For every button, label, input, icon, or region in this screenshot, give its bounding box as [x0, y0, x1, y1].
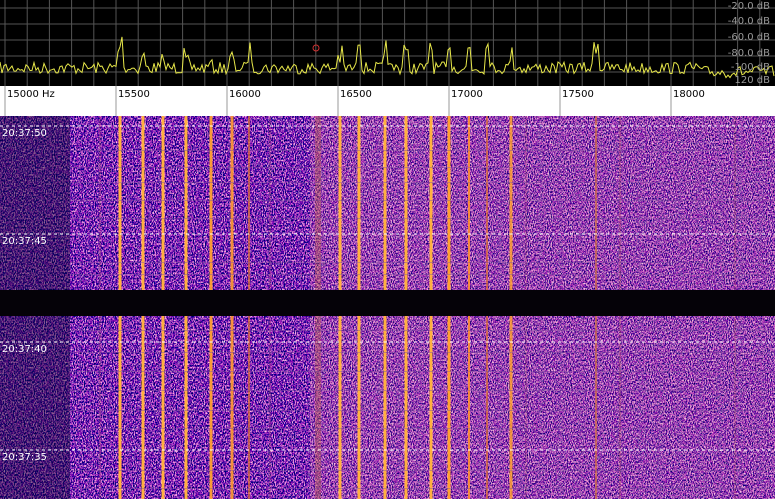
- harmonic-line: [70, 470, 775, 471]
- freq-label: 16000: [229, 89, 261, 100]
- harmonic-line: [70, 410, 775, 411]
- harmonic-line: [70, 352, 775, 353]
- labels: -20.0 dB -40.0 dB -60.0 dB -80.0 dB -100 dB 1…: [2, 1, 770, 463]
- spectrum-trace: [0, 36, 775, 79]
- harmonic-line: [70, 167, 775, 168]
- harmonic-line: [70, 274, 775, 275]
- db-label: -20.0 dB: [728, 1, 770, 12]
- freq-label: 16500: [340, 89, 372, 100]
- harmonic-line: [70, 218, 775, 219]
- time-label: 20:37:50: [2, 128, 47, 139]
- harmonic-line: [70, 390, 775, 391]
- freq-label: 15500: [118, 89, 150, 100]
- time-label: 20:37:35: [2, 452, 47, 463]
- harmonic-line: [70, 488, 775, 489]
- db-label: -100 dB: [731, 62, 770, 73]
- freq-label: 17000: [451, 89, 483, 100]
- freq-label: 15000 Hz: [7, 89, 55, 100]
- freq-label: 17500: [562, 89, 594, 100]
- frequency-scale: [0, 86, 775, 116]
- freq-label: 18000: [673, 89, 705, 100]
- harmonic-line: [70, 262, 775, 263]
- db-label: -80.0 dB: [728, 48, 770, 59]
- time-label: 20:37:40: [2, 344, 47, 355]
- waterfall-gap: [0, 290, 775, 316]
- spectrum-grid: [0, 0, 775, 86]
- harmonic-line: [70, 182, 775, 183]
- db-label: -40.0 dB: [728, 16, 770, 27]
- harmonic-line: [70, 330, 775, 331]
- db-label: -60.0 dB: [728, 32, 770, 43]
- harmonic-line: [70, 150, 775, 151]
- harmonic-line: [70, 200, 775, 201]
- harmonic-line: [70, 371, 775, 372]
- db-label: 120 dB: [735, 75, 771, 86]
- time-label: 20:37:45: [2, 236, 47, 247]
- peak-marker: [312, 44, 320, 52]
- harmonic-line: [70, 428, 775, 429]
